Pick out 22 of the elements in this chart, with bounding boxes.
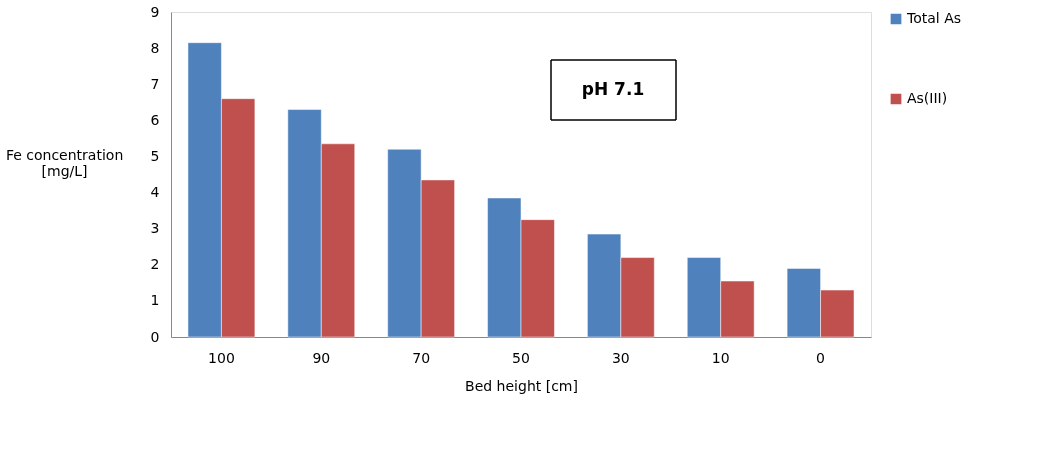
legend-label: As(III) (907, 90, 948, 106)
legend-label: Total As (906, 10, 962, 26)
x-tick-label: 90 (312, 349, 331, 366)
y-tick-label: 5 (150, 147, 160, 164)
x-tick-label: 100 (208, 349, 235, 366)
y-tick-label: 2 (150, 256, 160, 273)
y-tick-label: 7 (150, 75, 160, 92)
x-tick-label: 30 (611, 349, 630, 366)
x-axis-title: Bed height [cm] (465, 377, 578, 394)
y-tick-label: 9 (150, 3, 160, 20)
y-tick-label: 6 (150, 111, 160, 128)
x-tick-label: 70 (412, 349, 431, 366)
y-tick-label: 1 (150, 292, 160, 309)
x-tick-label: 0 (816, 349, 826, 366)
y-tick-label: 8 (150, 39, 160, 56)
x-tick-label: 50 (512, 349, 530, 366)
y-tick-label: 4 (150, 184, 160, 201)
annotation: pH 7.1 (581, 79, 645, 99)
y-tick-label: 3 (150, 220, 160, 237)
x-tick-label: 10 (711, 349, 730, 366)
y-axis-title: Fe concentration [mg/L] (5, 146, 124, 179)
y-tick-label: 0 (150, 328, 160, 345)
